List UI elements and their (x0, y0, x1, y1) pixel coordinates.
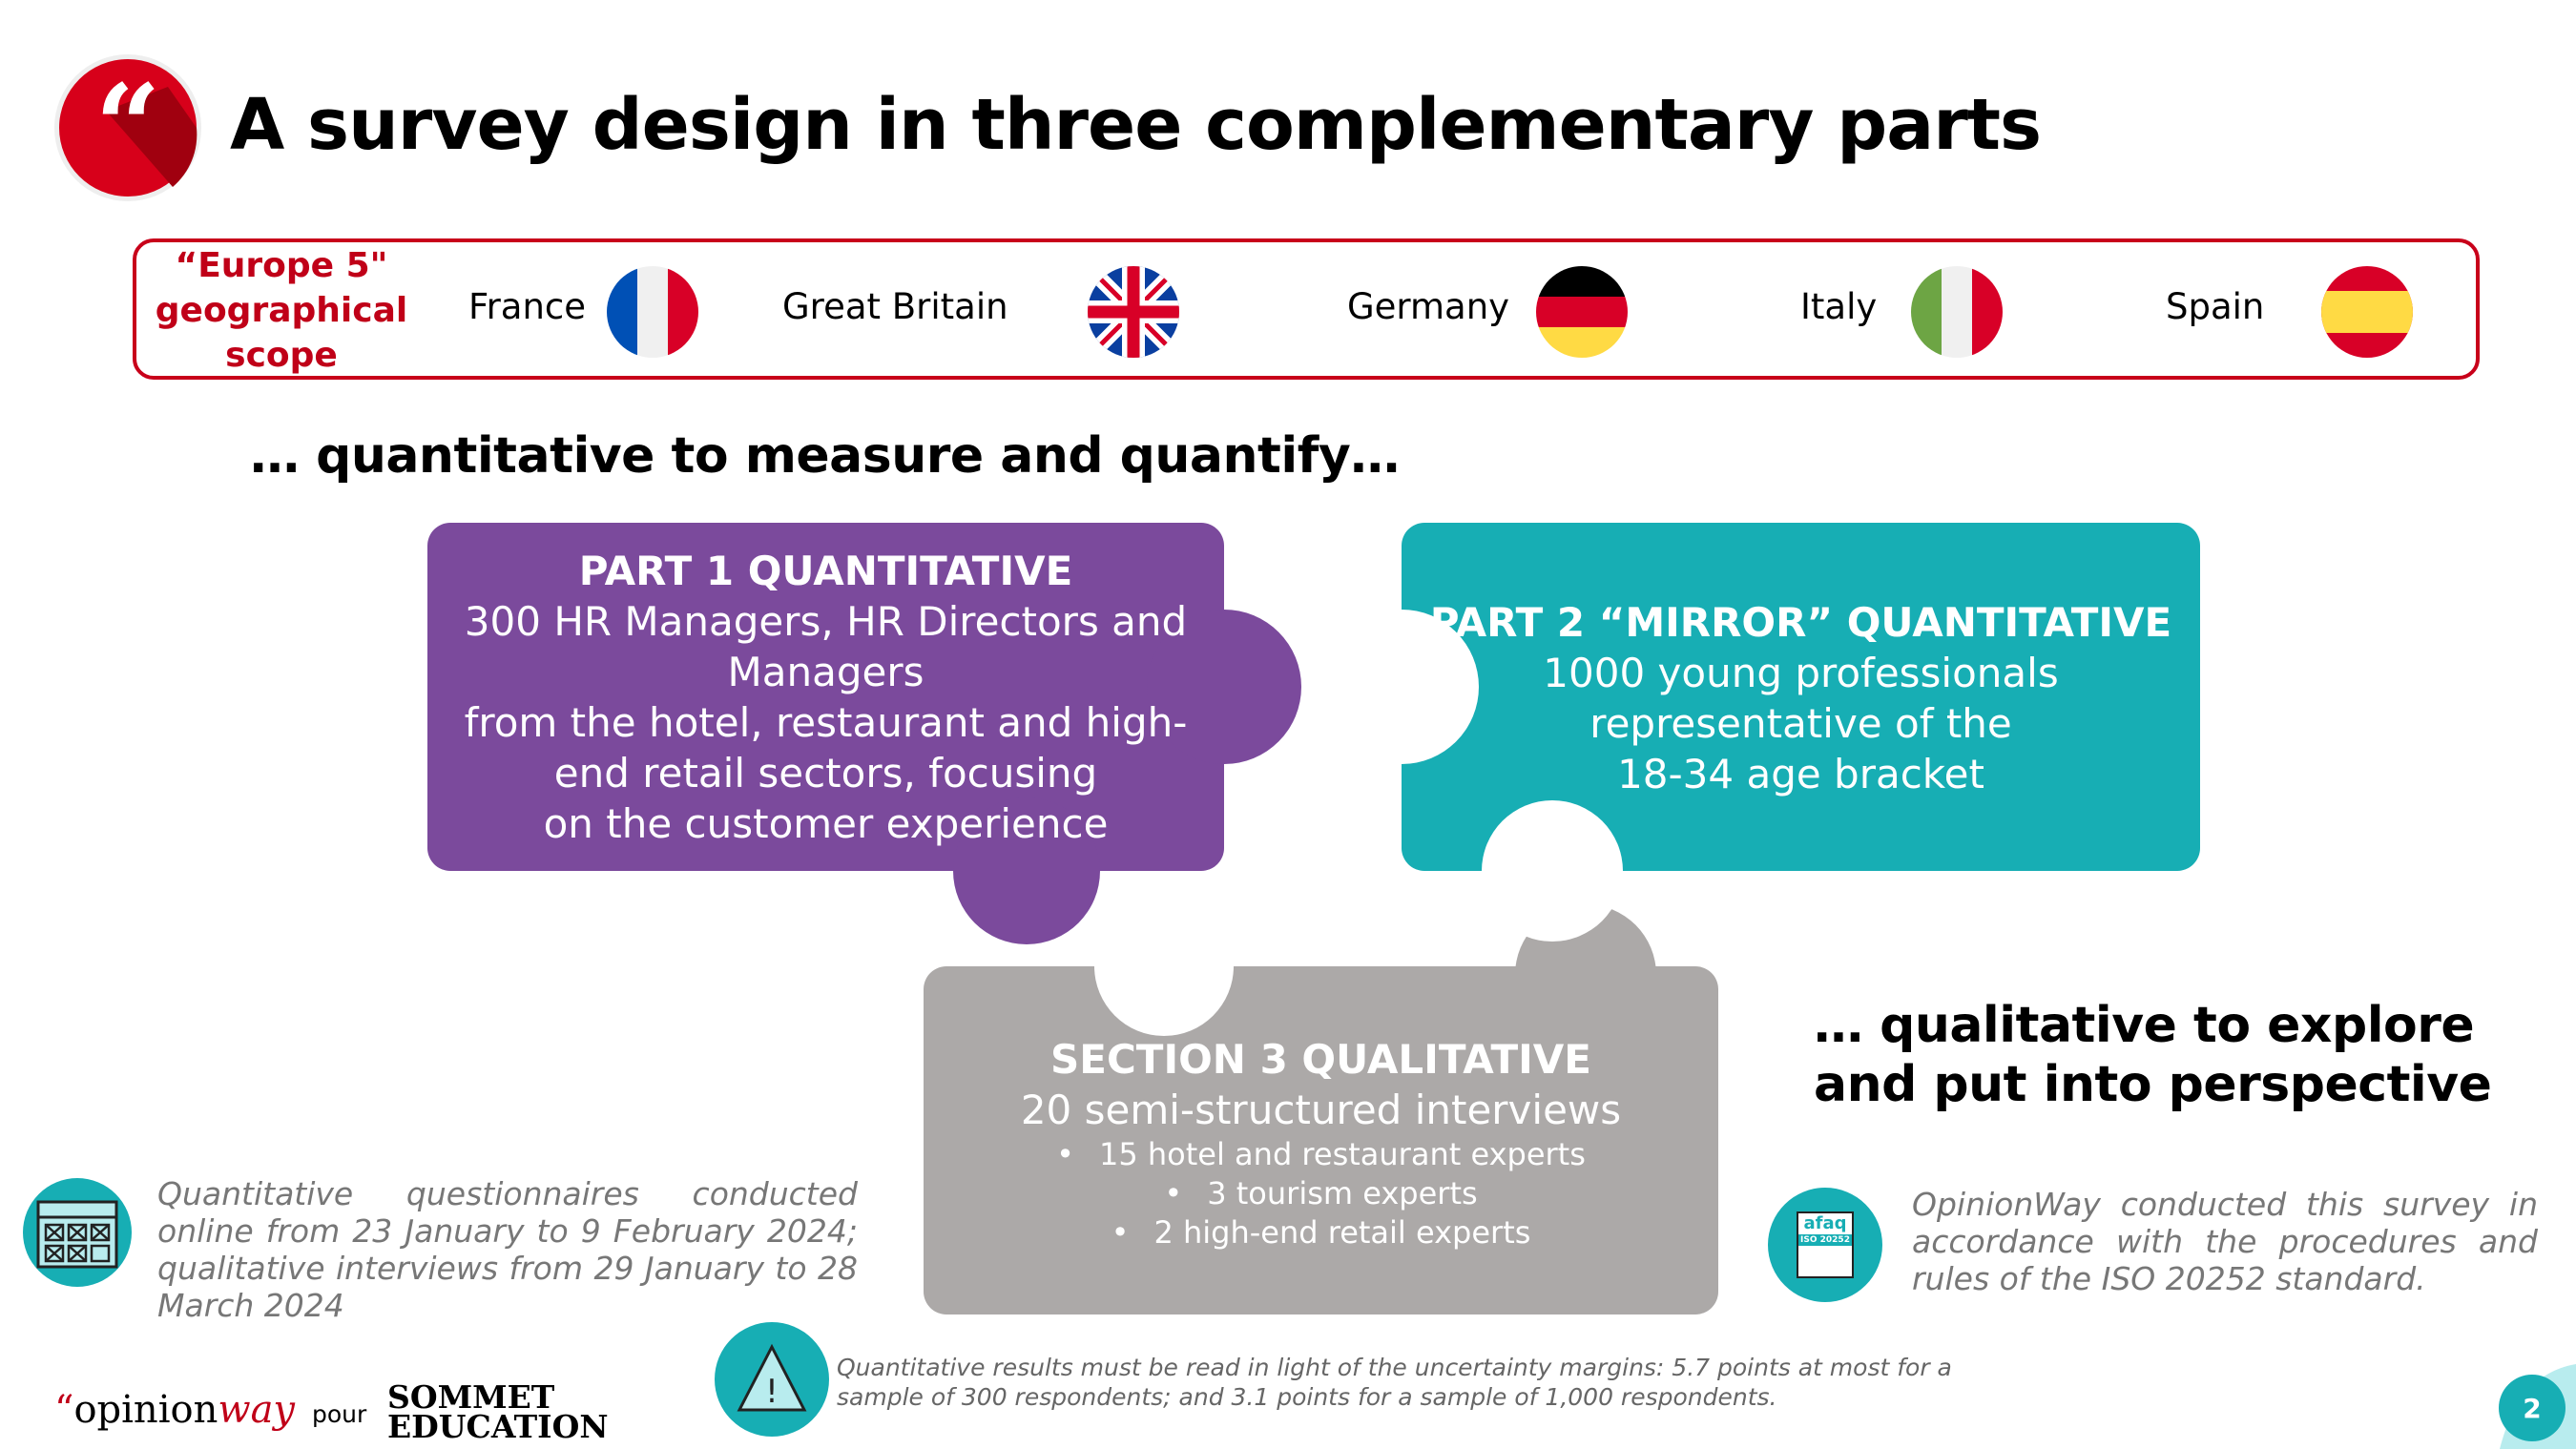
country-france: France (468, 286, 587, 327)
client-line: SOMMET (387, 1378, 555, 1416)
country-great-britain: Great Britain (782, 286, 1008, 327)
part1-line: from the hotel, restaurant and high- (464, 699, 1188, 746)
scope-label-line: scope (225, 336, 338, 375)
puzzle-piece-part2 (1324, 523, 2200, 942)
margin-note: Quantitative results must be read in lig… (837, 1354, 1952, 1411)
page-number: 2 (2499, 1375, 2566, 1441)
opinionway-logo: “opinionway (54, 1388, 295, 1432)
svg-text:“: “ (94, 59, 160, 194)
list-item: 15 hotel and restaurant experts (924, 1135, 1718, 1174)
country-italy: Italy (1800, 286, 1878, 327)
italy-flag-icon (1911, 266, 2003, 358)
spain-flag-icon (2321, 266, 2413, 358)
svg-text:!: ! (765, 1373, 779, 1411)
page-title: A survey design in three complementary p… (230, 84, 2042, 166)
part1-line: on the customer experience (543, 800, 1109, 847)
qualitative-heading-line: … qualitative to explore (1814, 997, 2475, 1054)
badge-brand: afaq (1803, 1213, 1847, 1233)
dates-note: Quantitative questionnaires conducted on… (157, 1175, 858, 1324)
part1-title: PART 1 QUANTITATIVE (578, 548, 1073, 594)
client-line: EDUCATION (387, 1408, 609, 1445)
part2-text: PART 2 “MIRROR” QUANTITATIVE 1000 young … (1402, 597, 2200, 799)
country-germany: Germany (1347, 286, 1510, 327)
part2-line: representative of the (1589, 700, 2012, 747)
qualitative-heading: … qualitative to explore and put into pe… (1814, 996, 2492, 1114)
qualitative-heading-line: and put into perspective (1814, 1056, 2492, 1113)
scope-label-line: “Europe 5" (175, 246, 388, 285)
afaq-iso-badge-icon: afaq ISO 20252 (1768, 1188, 1882, 1302)
scope-label-line: geographical (155, 291, 408, 330)
scope-label: “Europe 5" geographical scope (143, 243, 420, 378)
france-flag-icon (607, 266, 698, 358)
part1-line: Managers (727, 649, 924, 695)
part2-line: 1000 young professionals (1543, 650, 2059, 696)
part1-text: PART 1 QUANTITATIVE 300 HR Managers, HR … (427, 546, 1224, 849)
puzzle-piece-part1 (427, 523, 1301, 944)
list-item: 3 tourism experts (924, 1174, 1718, 1213)
part3-bullets: 15 hotel and restaurant experts 3 touris… (924, 1135, 1718, 1252)
part1-line: 300 HR Managers, HR Directors and (464, 598, 1188, 645)
sommet-education-logo: SOMMET EDUCATION (387, 1378, 609, 1445)
calendar-icon (23, 1178, 132, 1287)
geographical-scope-box (133, 238, 2480, 380)
list-item: 2 high-end retail experts (924, 1213, 1718, 1252)
logo-quote: “ (54, 1388, 74, 1432)
warning-icon: ! (715, 1322, 829, 1437)
part3-title: SECTION 3 QUALITATIVE (1050, 1036, 1591, 1083)
iso-note: OpinionWay conducted this survey in acco… (1912, 1186, 2538, 1297)
uk-flag-icon (1088, 266, 1179, 358)
badge-standard: ISO 20252 (1798, 1234, 1852, 1246)
part3-subtitle: 20 semi-structured interviews (1020, 1087, 1622, 1133)
part1-line: end retail sectors, focusing (553, 750, 1098, 797)
quantitative-heading: … quantitative to measure and quantify… (250, 427, 1400, 485)
germany-flag-icon (1536, 266, 1628, 358)
pour-label: pour (312, 1400, 367, 1428)
country-spain: Spain (2166, 286, 2265, 327)
part3-text: SECTION 3 QUALITATIVE 20 semi-structured… (924, 1034, 1718, 1252)
part2-title: PART 2 “MIRROR” QUANTITATIVE (1429, 599, 2172, 646)
quote-logo-icon: “ (53, 53, 202, 202)
logo-text: opinion (73, 1388, 218, 1432)
part2-line: 18-34 age bracket (1617, 751, 1984, 797)
logo-text-accent: way (218, 1388, 296, 1432)
